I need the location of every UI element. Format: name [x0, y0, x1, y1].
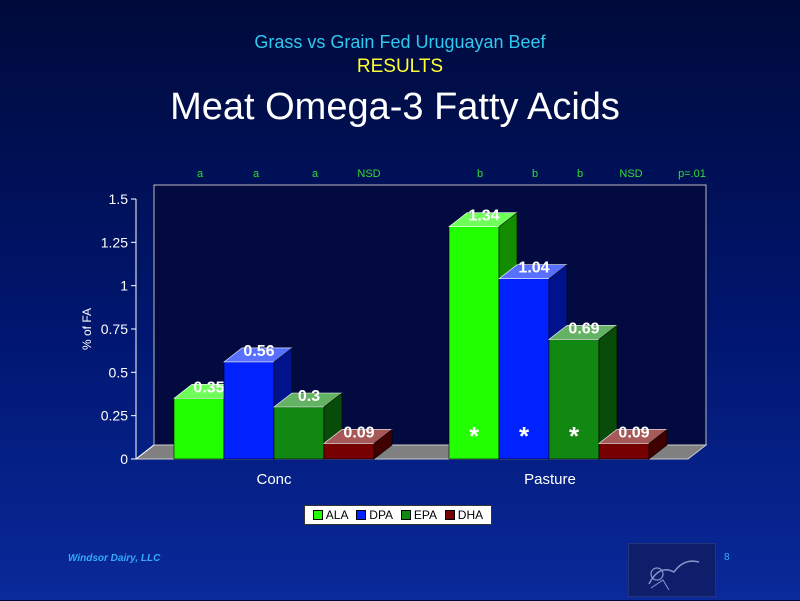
chart-legend: ALA DPA EPA DHA	[304, 505, 492, 525]
legend-item-epa: EPA	[400, 508, 437, 522]
y-axis-label: % of FA	[80, 308, 94, 350]
data-label: 0.3	[298, 388, 320, 405]
bar-dha-pasture	[598, 443, 650, 460]
legend-label-epa: EPA	[413, 508, 437, 522]
bar-dpa-pasture	[498, 278, 550, 460]
significance-letter: b	[477, 168, 483, 180]
legend-swatch-dha	[444, 510, 455, 520]
y-tick-label: 0.5	[109, 364, 129, 380]
bar-ala-pasture	[448, 226, 500, 460]
bar-dpa-conc	[223, 361, 275, 460]
bar-dha-conc	[323, 443, 375, 460]
legend-swatch-epa	[400, 510, 411, 520]
significance-asterisk: *	[569, 421, 580, 451]
bar-ala-conc	[173, 398, 225, 460]
significance-letter: b	[532, 168, 538, 180]
y-tick-label: 0	[120, 451, 128, 467]
legend-label-ala: ALA	[325, 508, 349, 522]
y-tick-label: 0.25	[101, 408, 128, 424]
significance-asterisk: *	[469, 421, 480, 451]
data-label: 0.09	[343, 424, 374, 441]
bar-epa-conc	[273, 406, 325, 460]
y-tick-label: 0.75	[101, 321, 128, 337]
bar-side-dha-pasture	[648, 428, 668, 460]
p-value-label: p=.01	[678, 168, 706, 180]
bar-side-dha-conc	[373, 428, 393, 460]
data-label: 0.35	[193, 379, 224, 396]
data-label: 0.69	[568, 320, 599, 337]
company-logo	[628, 543, 716, 597]
page-number: 8	[724, 552, 730, 563]
legend-swatch-dpa	[356, 510, 367, 520]
logo-sketch-icon	[648, 560, 700, 591]
significance-letter: a	[312, 168, 319, 180]
data-label: 0.56	[243, 343, 274, 360]
significance-letter: NSD	[357, 168, 380, 180]
company-footer: Windsor Dairy, LLC	[68, 553, 161, 564]
chart-subtitle: Grass vs Grain Fed Uruguayan Beef	[254, 32, 546, 52]
data-label: 1.34	[468, 208, 499, 225]
significance-letter: NSD	[619, 168, 642, 180]
data-label: 0.09	[618, 424, 649, 441]
significance-letter: b	[577, 168, 583, 180]
legend-item-dpa: DPA	[356, 508, 393, 522]
x-category-label: Pasture	[524, 471, 576, 488]
legend-item-dha: DHA	[444, 508, 484, 522]
legend-label-dpa: DPA	[369, 508, 394, 522]
data-label: 1.04	[518, 260, 549, 277]
y-tick-label: 1.5	[109, 191, 129, 207]
y-tick-label: 1.25	[101, 234, 128, 250]
x-category-label: Conc	[256, 471, 292, 488]
legend-swatch-ala	[312, 510, 323, 520]
legend-label-dha: DHA	[457, 508, 484, 522]
section-heading: RESULTS	[356, 56, 444, 77]
significance-letter: a	[253, 168, 260, 180]
legend-item-ala: ALA	[312, 508, 349, 522]
y-tick-label: 1	[120, 278, 128, 294]
significance-asterisk: *	[519, 421, 530, 451]
page-title: Meat Omega-3 Fatty Acids	[170, 86, 620, 128]
significance-letter: a	[197, 168, 204, 180]
y-axis-depth-line	[135, 444, 155, 460]
